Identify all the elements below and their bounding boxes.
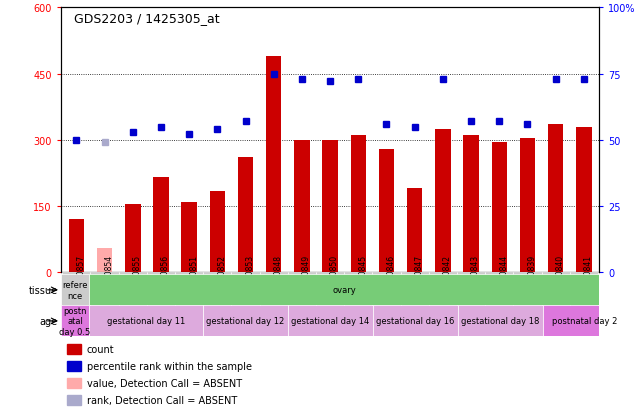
Bar	[576, 127, 592, 273]
Text: GSM120839: GSM120839	[528, 255, 537, 301]
Bar	[97, 248, 112, 273]
Bar	[89, 306, 203, 337]
Bar	[548, 125, 563, 273]
Text: GSM120840: GSM120840	[556, 255, 565, 301]
Bar	[351, 136, 366, 273]
Text: age: age	[40, 316, 58, 326]
Bar	[372, 306, 458, 337]
Bar	[181, 202, 197, 273]
Text: count: count	[87, 344, 114, 354]
Text: GSM120845: GSM120845	[358, 255, 367, 301]
Bar	[125, 204, 140, 273]
Bar	[401, 273, 429, 337]
Bar	[175, 273, 203, 337]
Text: gestational day 11: gestational day 11	[107, 317, 185, 325]
Bar	[379, 149, 394, 273]
Bar	[210, 191, 225, 273]
Bar	[288, 273, 316, 337]
Text: GSM120857: GSM120857	[76, 255, 85, 301]
Text: GSM120849: GSM120849	[302, 255, 311, 301]
Text: GSM120844: GSM120844	[499, 255, 508, 301]
Bar	[288, 306, 372, 337]
Bar	[147, 273, 175, 337]
Bar	[266, 57, 281, 273]
Text: GSM120856: GSM120856	[161, 255, 170, 301]
Text: GSM120855: GSM120855	[133, 255, 142, 301]
Text: gestational day 14: gestational day 14	[291, 317, 369, 325]
Text: gestational day 18: gestational day 18	[461, 317, 539, 325]
Text: GDS2203 / 1425305_at: GDS2203 / 1425305_at	[74, 12, 219, 25]
Text: GSM120847: GSM120847	[415, 255, 424, 301]
Text: GSM120841: GSM120841	[584, 255, 593, 301]
Text: GSM120848: GSM120848	[274, 255, 283, 301]
Bar	[203, 273, 231, 337]
Bar	[542, 273, 570, 337]
Bar	[435, 129, 451, 273]
Bar	[463, 136, 479, 273]
Text: GSM120854: GSM120854	[104, 255, 113, 301]
Bar	[543, 306, 628, 337]
Text: percentile rank within the sample: percentile rank within the sample	[87, 361, 251, 371]
Bar	[372, 273, 401, 337]
Bar	[61, 275, 89, 306]
Bar	[294, 140, 310, 273]
Text: GSM120853: GSM120853	[246, 255, 254, 301]
Bar	[513, 273, 542, 337]
Text: GSM120843: GSM120843	[471, 255, 480, 301]
Bar	[61, 306, 89, 337]
Bar	[485, 273, 513, 337]
Bar	[153, 178, 169, 273]
Text: value, Detection Call = ABSENT: value, Detection Call = ABSENT	[87, 378, 242, 388]
Bar	[322, 140, 338, 273]
Text: GSM120846: GSM120846	[387, 255, 395, 301]
Bar	[260, 273, 288, 337]
Bar	[62, 273, 90, 337]
Text: GSM120851: GSM120851	[189, 255, 198, 301]
Text: postn
atal
day 0.5: postn atal day 0.5	[60, 306, 90, 336]
Text: GSM120852: GSM120852	[217, 255, 226, 301]
Bar	[316, 273, 344, 337]
Text: tissue: tissue	[29, 285, 58, 295]
Text: rank, Detection Call = ABSENT: rank, Detection Call = ABSENT	[87, 395, 237, 405]
Bar	[69, 220, 84, 273]
Text: postnatal day 2: postnatal day 2	[553, 317, 618, 325]
Bar	[203, 306, 288, 337]
Bar	[457, 273, 485, 337]
Bar	[238, 158, 253, 273]
Bar	[119, 273, 147, 337]
Bar	[407, 189, 422, 273]
Text: gestational day 16: gestational day 16	[376, 317, 454, 325]
Text: gestational day 12: gestational day 12	[206, 317, 284, 325]
Bar	[492, 142, 507, 273]
Bar	[231, 273, 260, 337]
Text: GSM120842: GSM120842	[443, 255, 452, 301]
Bar	[429, 273, 457, 337]
Bar	[344, 273, 372, 337]
Text: GSM120850: GSM120850	[330, 255, 339, 301]
Text: ovary: ovary	[333, 286, 356, 294]
Bar	[458, 306, 543, 337]
Bar	[90, 273, 119, 337]
Text: refere
nce: refere nce	[62, 280, 88, 300]
Bar	[520, 138, 535, 273]
Bar	[570, 273, 598, 337]
